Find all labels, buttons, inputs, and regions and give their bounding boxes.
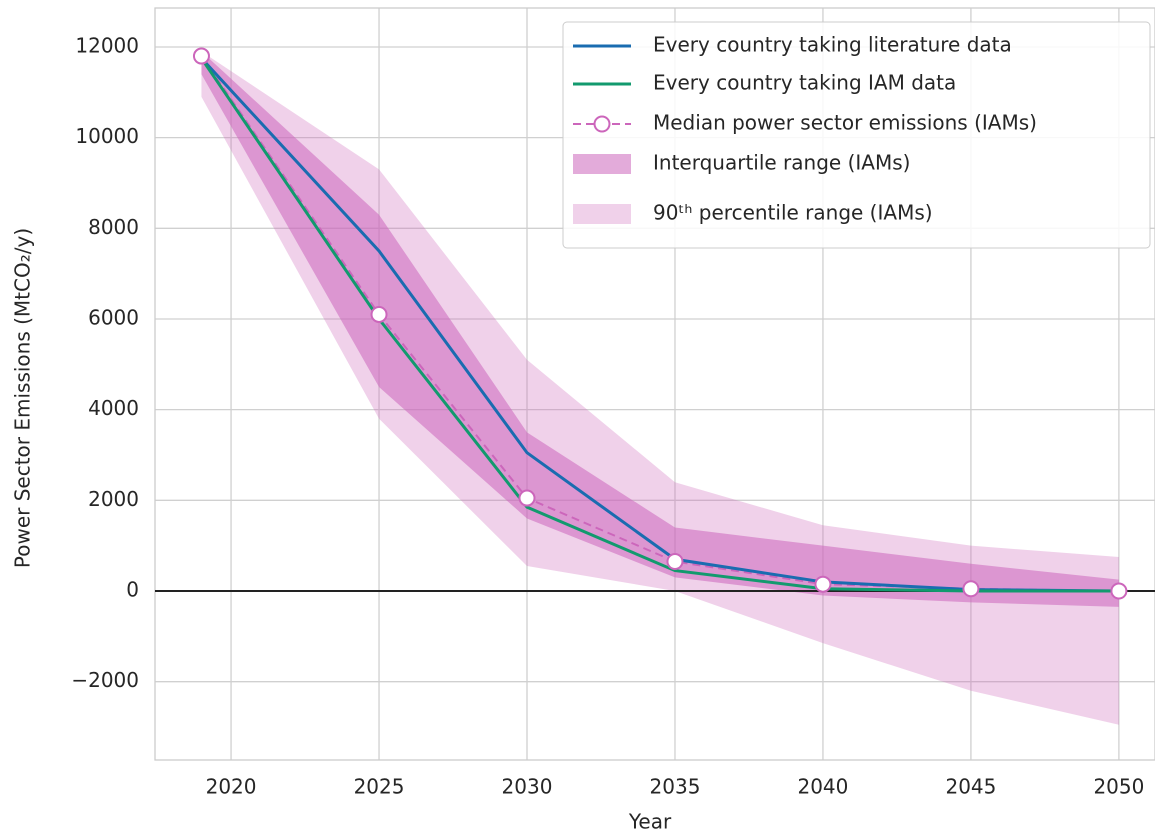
legend: Every country taking literature data Ever… <box>562 21 1151 249</box>
y-tick-label: 2000 <box>88 487 139 511</box>
legend-swatch <box>573 154 631 174</box>
median-marker <box>370 305 388 323</box>
y-tick-label: 10000 <box>75 124 139 148</box>
legend-label: Every country taking IAM data <box>653 71 956 95</box>
y-tick-label: 0 <box>126 577 139 601</box>
x-tick-label: 2030 <box>502 775 553 799</box>
x-tick-label: 2035 <box>650 775 701 799</box>
plot-frame <box>154 7 1155 761</box>
x-tick-label: 2040 <box>797 775 848 799</box>
legend-swatch <box>573 204 631 224</box>
legend-label: Median power sector emissions (IAMs) <box>653 111 1037 135</box>
x-tick-label: 2045 <box>945 775 996 799</box>
legend-marker <box>593 115 611 133</box>
x-tick-label: 2025 <box>354 775 405 799</box>
y-axis-label: Power Sector Emissions (MtCO₂/y) <box>11 228 35 568</box>
y-tick-label: 6000 <box>88 305 139 329</box>
y-tick-label: 8000 <box>88 215 139 239</box>
y-tick-label: −2000 <box>71 668 139 692</box>
x-axis-label: Year <box>628 810 672 834</box>
legend-frame <box>562 21 1151 249</box>
y-tick-label: 4000 <box>88 396 139 420</box>
x-tick-label: 2020 <box>206 775 257 799</box>
median-marker <box>192 47 210 65</box>
median-marker <box>666 553 684 571</box>
median-marker <box>518 489 536 507</box>
median-marker <box>962 580 980 598</box>
legend-label: Every country taking literature data <box>653 33 1012 57</box>
legend-label: 90ᵗʰ percentile range (IAMs) <box>653 201 933 225</box>
y-tick-label: 12000 <box>75 33 139 57</box>
x-tick-label: 2050 <box>1093 775 1144 799</box>
median-marker <box>814 575 832 593</box>
median-marker <box>1110 582 1128 600</box>
legend-label: Interquartile range (IAMs) <box>653 151 910 175</box>
range-band <box>201 51 1119 607</box>
